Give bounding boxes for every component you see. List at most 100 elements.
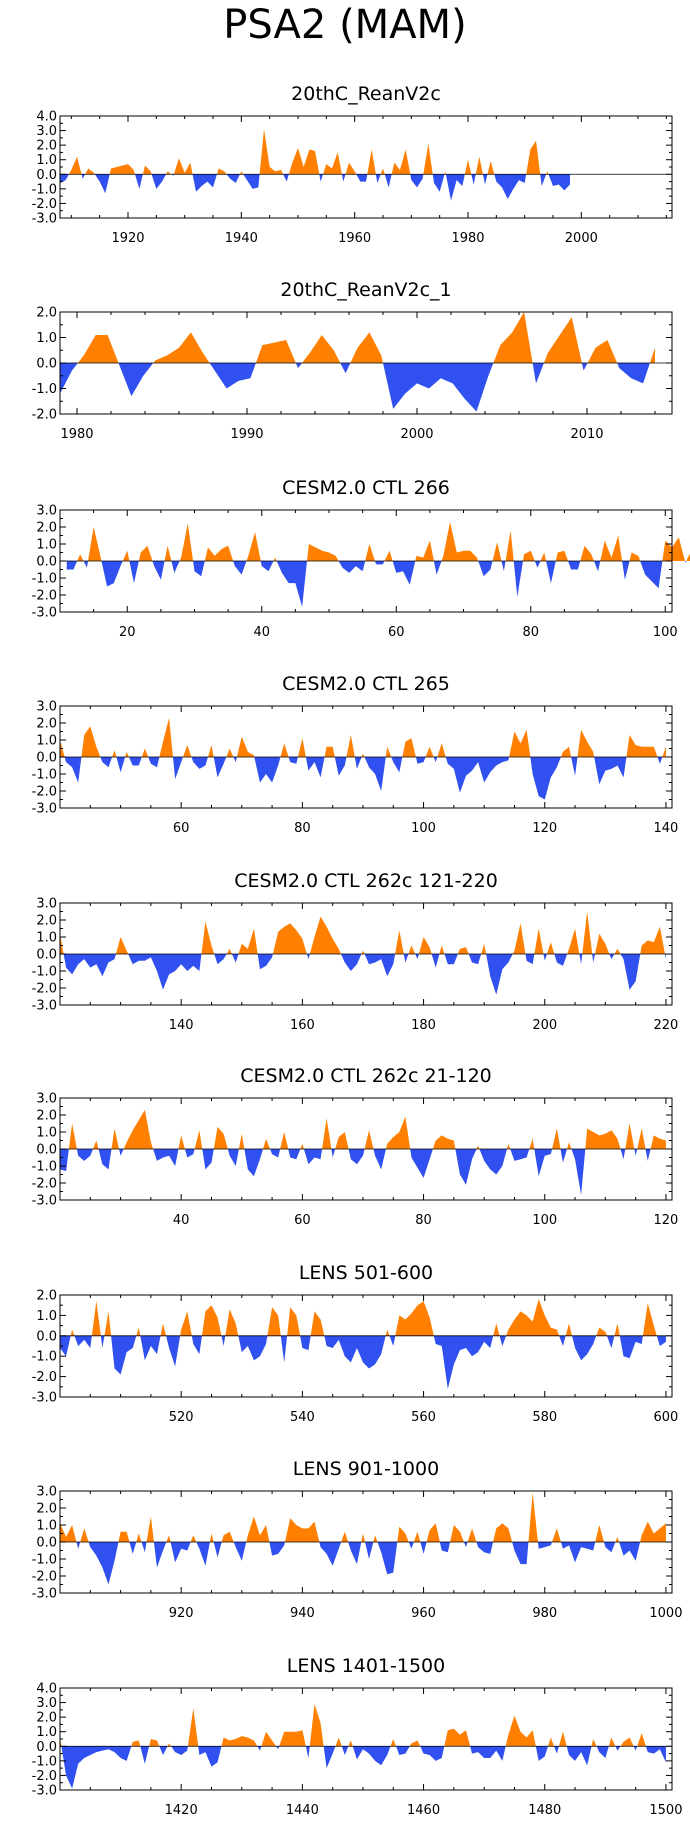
chart-panel-9: LENS 1401-1500 4.03.02.01.00.0-1.0-2.0-3.… [32,1655,683,1818]
y-tick-label: 3.0 [36,124,57,139]
panel-title: CESM2.0 CTL 262c 21-120 [240,1065,492,1087]
x-tick-label: 1990 [230,427,263,442]
x-tick-label: 520 [169,1410,194,1425]
y-tick-label: 3.0 [36,1696,57,1711]
x-tick-label: 100 [653,625,678,640]
x-tick-label: 80 [522,625,539,640]
x-tick-label: 1960 [338,231,371,246]
panel-title: LENS 901-1000 [293,1458,439,1480]
y-tick-label: 2.0 [36,306,57,321]
y-tick-label: -2.0 [32,589,57,604]
x-tick-label: 2000 [565,231,598,246]
x-tick-label: 1480 [528,1803,561,1818]
x-tick-label: 1420 [165,1803,198,1818]
x-tick-label: 60 [388,625,405,640]
y-tick-label: -2.0 [32,1370,57,1385]
negative-area [76,1542,641,1585]
x-tick-label: 600 [654,1410,679,1425]
panel-title: LENS 501-600 [299,1262,433,1284]
y-tick-label: 3.0 [36,504,57,519]
panel-title: 20thC_ReanV2c [291,83,441,105]
negative-area [61,1746,666,1789]
x-tick-label: 140 [654,821,679,836]
y-tick-label: -3.0 [32,1391,57,1406]
y-tick-label: 1.0 [36,1126,57,1141]
y-tick-label: 1.0 [36,153,57,168]
x-tick-label: 2000 [400,427,433,442]
y-tick-label: -1.0 [32,382,57,397]
positive-area [70,1299,657,1336]
panel-title: LENS 1401-1500 [287,1655,445,1677]
y-tick-label: -1.0 [32,1553,57,1568]
x-tick-label: 60 [173,821,190,836]
negative-area [60,1149,651,1195]
x-tick-label: 140 [169,1018,194,1033]
x-tick-label: 580 [532,1410,557,1425]
y-tick-label: -2.0 [32,197,57,212]
y-tick-label: 2.0 [36,914,57,929]
x-tick-label: 40 [173,1213,190,1228]
x-tick-label: 1920 [111,231,144,246]
y-tick-label: 4.0 [36,1682,57,1697]
negative-area [60,174,570,201]
y-tick-label: -3.0 [32,212,57,227]
x-tick-label: 1940 [225,231,258,246]
y-tick-label: -1.0 [32,768,57,783]
y-tick-label: 0.0 [36,357,57,372]
y-tick-label: 2.0 [36,717,57,732]
negative-area [60,363,650,412]
y-tick-label: -2.0 [32,1570,57,1585]
x-tick-label: 60 [294,1213,311,1228]
chart-panel-5: CESM2.0 CTL 262c 121-220 3.0 2.0 1.0 0.0 -1.0… [32,870,679,1033]
y-tick-label: 0.0 [36,168,57,183]
y-tick-label: 2.0 [36,1502,57,1517]
x-tick-label: 960 [411,1606,436,1621]
y-tick-label: -1.0 [32,965,57,980]
positive-area [60,1492,666,1542]
x-tick-label: 1440 [286,1803,319,1818]
negative-area [63,954,666,995]
positive-area [60,1704,646,1747]
y-tick-label: -2.0 [32,408,57,423]
x-tick-label: 1000 [649,1606,682,1621]
y-tick-label: 0.0 [36,948,57,963]
y-tick-label: 0.0 [36,1740,57,1755]
y-tick-label: -3.0 [32,1587,57,1602]
x-tick-label: 20 [119,625,136,640]
y-tick-label: -2.0 [32,982,57,997]
x-tick-label: 920 [169,1606,194,1621]
x-tick-label: 1980 [451,231,484,246]
y-tick-label: 1.0 [36,1725,57,1740]
negative-area [60,1335,666,1389]
chart-panel-6: CESM2.0 CTL 262c 21-120 3.0 2.0 1.0 0.0 -1.0 -… [32,1065,679,1228]
y-tick-label: -1.0 [32,572,57,587]
chart-panel-7: LENS 501-600 2.0 1.0 0.0 -1.0 -2.0 -3.0 520 540 5… [32,1262,679,1425]
y-tick-label: 2.0 [36,139,57,154]
y-tick-label: 3.0 [36,1092,57,1107]
positive-area [77,521,690,561]
x-tick-label: 220 [654,1018,679,1033]
y-tick-label: 2.0 [36,1711,57,1726]
y-tick-label: 0.0 [36,1536,57,1551]
x-tick-label: 540 [290,1410,315,1425]
x-tick-label: 120 [532,821,557,836]
plot-frame [59,1687,673,1791]
positive-area [60,911,665,954]
x-tick-label: 80 [294,821,311,836]
y-tick-label: -2.0 [32,1177,57,1192]
y-tick-label: -3.0 [32,1784,57,1799]
positive-area [60,717,666,757]
chart-panel-1: 20thC_ReanV2c 4.03.02.01.00.0-1.0-2.0-3.0… [32,83,673,246]
negative-area [66,561,687,607]
y-tick-label: 1.0 [36,734,57,749]
y-tick-label: -3.0 [32,999,57,1014]
x-tick-label: 40 [253,625,270,640]
x-tick-label: 980 [532,1606,557,1621]
panel-title: CESM2.0 CTL 266 [282,477,450,499]
y-tick-label: -1.0 [32,1160,57,1175]
y-tick-label: -3.0 [32,606,57,621]
x-tick-label: 100 [411,821,436,836]
positive-area [68,129,549,175]
